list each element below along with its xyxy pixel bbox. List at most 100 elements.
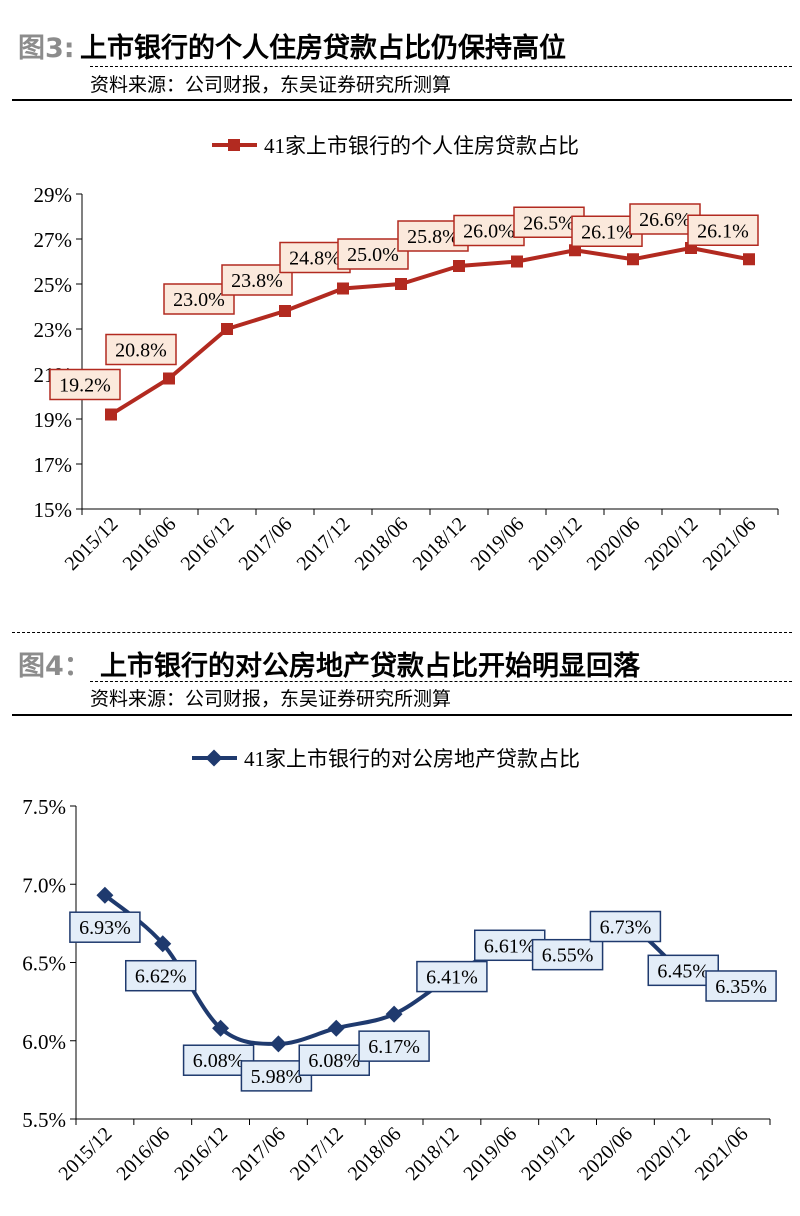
data-label: 6.41%	[426, 967, 478, 989]
figure-3: 图3: 上市银行的个人住房贷款占比仍保持高位 资料来源：公司财报，东吴证券研究所…	[0, 22, 800, 112]
x-tick-label: 2017/12	[293, 513, 355, 575]
data-label: 26.6%	[639, 209, 691, 231]
figure-4-top-dash	[12, 632, 792, 633]
figure-4-divider	[12, 714, 792, 716]
x-tick-label: 2021/06	[691, 1123, 753, 1185]
data-label-box	[49, 368, 121, 401]
x-tick-label: 2015/12	[55, 1123, 117, 1185]
data-label: 6.55%	[542, 945, 594, 967]
chart-1: 41家上市银行的个人住房贷款占比 15%17%19%21%23%25%27%29…	[34, 134, 779, 575]
data-point	[212, 1019, 230, 1037]
data-label: 6.93%	[79, 917, 131, 939]
data-label-box	[358, 1030, 430, 1062]
legend-marker	[205, 749, 223, 767]
x-tick-label: 2018/06	[351, 513, 413, 575]
data-label-box	[337, 238, 409, 270]
x-tick-label: 2020/06	[583, 513, 645, 575]
data-label: 19.2%	[59, 375, 111, 397]
x-tick-label: 2019/06	[459, 1123, 521, 1185]
data-label: 26.5%	[523, 212, 575, 234]
data-label-box	[705, 970, 777, 1002]
x-tick-label: 2019/12	[517, 1123, 579, 1185]
data-label-box	[105, 333, 177, 366]
y-tick-label: 7.0%	[22, 873, 66, 897]
y-tick-label: 25%	[34, 273, 73, 297]
figure-4-source: 资料来源：公司财报，东吴证券研究所测算	[90, 688, 452, 710]
data-point	[395, 278, 407, 290]
y-tick-label: 5.5%	[22, 1108, 66, 1132]
data-label: 6.35%	[715, 976, 767, 998]
data-label: 6.08%	[308, 1050, 360, 1072]
figure-4-dash-divider	[90, 681, 792, 682]
data-point	[105, 408, 117, 421]
x-tick-label: 2021/06	[699, 513, 761, 575]
data-label: 6.17%	[368, 1036, 420, 1058]
data-label: 26.0%	[463, 221, 515, 243]
x-tick-label: 2018/12	[402, 1123, 464, 1185]
x-tick-label: 2017/06	[235, 513, 297, 575]
y-tick-label: 27%	[34, 228, 73, 252]
data-point	[269, 1035, 287, 1053]
data-label: 23.8%	[231, 270, 283, 292]
y-tick-label: 6.5%	[22, 952, 66, 976]
data-label: 26.1%	[581, 221, 633, 243]
legend-label: 41家上市银行的个人住房贷款占比	[264, 134, 579, 158]
figure-3-number: 图3:	[18, 33, 75, 64]
figure-3-source: 资料来源：公司财报，东吴证券研究所测算	[90, 74, 452, 96]
data-label-box	[125, 959, 197, 992]
data-point	[511, 255, 523, 268]
chart-2-plot: 5.5% 6.0% 6.5% 7.0% 7.5% 2015/122016/062016/1…	[22, 795, 777, 1185]
data-label: 23.0%	[173, 289, 225, 311]
x-tick-label: 2019/06	[467, 513, 529, 575]
x-tick-label: 2020/12	[633, 1123, 695, 1185]
y-tick-label: 17%	[34, 453, 73, 477]
y-tick-label: 7.5%	[22, 795, 66, 819]
data-point	[154, 935, 172, 953]
x-tick-label: 2017/06	[228, 1123, 290, 1185]
figure-3-dash-divider	[90, 66, 792, 67]
y-tick-label: 6.0%	[22, 1030, 66, 1054]
data-point	[743, 253, 755, 266]
chart-2-legend: 41家上市银行的对公房地产贷款占比	[192, 747, 580, 771]
x-tick-label: 2016/12	[177, 513, 239, 575]
data-point	[337, 282, 349, 295]
y-tick-label: 29%	[34, 183, 73, 207]
data-label-box	[589, 910, 662, 943]
data-label: 20.8%	[115, 340, 167, 362]
data-label-box	[531, 938, 604, 971]
data-label-box	[298, 1044, 370, 1076]
x-tick-label: 2020/06	[575, 1123, 637, 1185]
data-label: 6.73%	[600, 917, 652, 939]
data-label-box	[687, 214, 759, 246]
data-label-box	[69, 911, 141, 943]
figure-4-header: 图4： 上市银行的对公房地产贷款占比开始明显回落	[18, 640, 792, 684]
chart-1-legend: 41家上市银行的个人住房贷款占比	[212, 134, 579, 158]
data-label: 25.8%	[407, 226, 459, 248]
figure-4-number: 图4：	[18, 651, 91, 682]
data-label: 6.61%	[484, 935, 536, 957]
chart-2: 41家上市银行的对公房地产贷款占比 5.5% 6.0% 6.5% 7.0% 7.5% 20…	[22, 747, 777, 1185]
data-point	[279, 305, 291, 317]
figure-4: 图4： 上市银行的对公房地产贷款占比开始明显回落 资料来源：公司财报，东吴证券研…	[0, 632, 800, 722]
figure-3-header: 图3: 上市银行的个人住房贷款占比仍保持高位	[18, 22, 792, 66]
data-label: 24.8%	[289, 248, 341, 270]
data-point	[327, 1019, 345, 1037]
x-tick-label: 2020/12	[641, 513, 703, 575]
x-tick-label: 2018/12	[409, 513, 471, 575]
figure-3-title: 上市银行的个人住房贷款占比仍保持高位	[80, 33, 566, 64]
x-tick-label: 2016/06	[119, 513, 181, 575]
data-label-box	[416, 960, 488, 993]
data-label: 6.08%	[193, 1050, 245, 1072]
legend-marker	[228, 139, 240, 151]
x-tick-label: 2017/12	[286, 1123, 348, 1185]
figure-3-divider	[12, 99, 792, 101]
data-point	[453, 260, 465, 272]
data-point	[385, 1005, 403, 1023]
data-label: 6.45%	[657, 960, 709, 982]
y-tick-label: 23%	[34, 318, 73, 342]
y-tick-label: 15%	[34, 498, 73, 522]
data-label: 25.0%	[347, 244, 399, 266]
series-line	[109, 246, 750, 417]
x-tick-label: 2019/12	[525, 513, 587, 575]
data-point	[569, 244, 581, 257]
